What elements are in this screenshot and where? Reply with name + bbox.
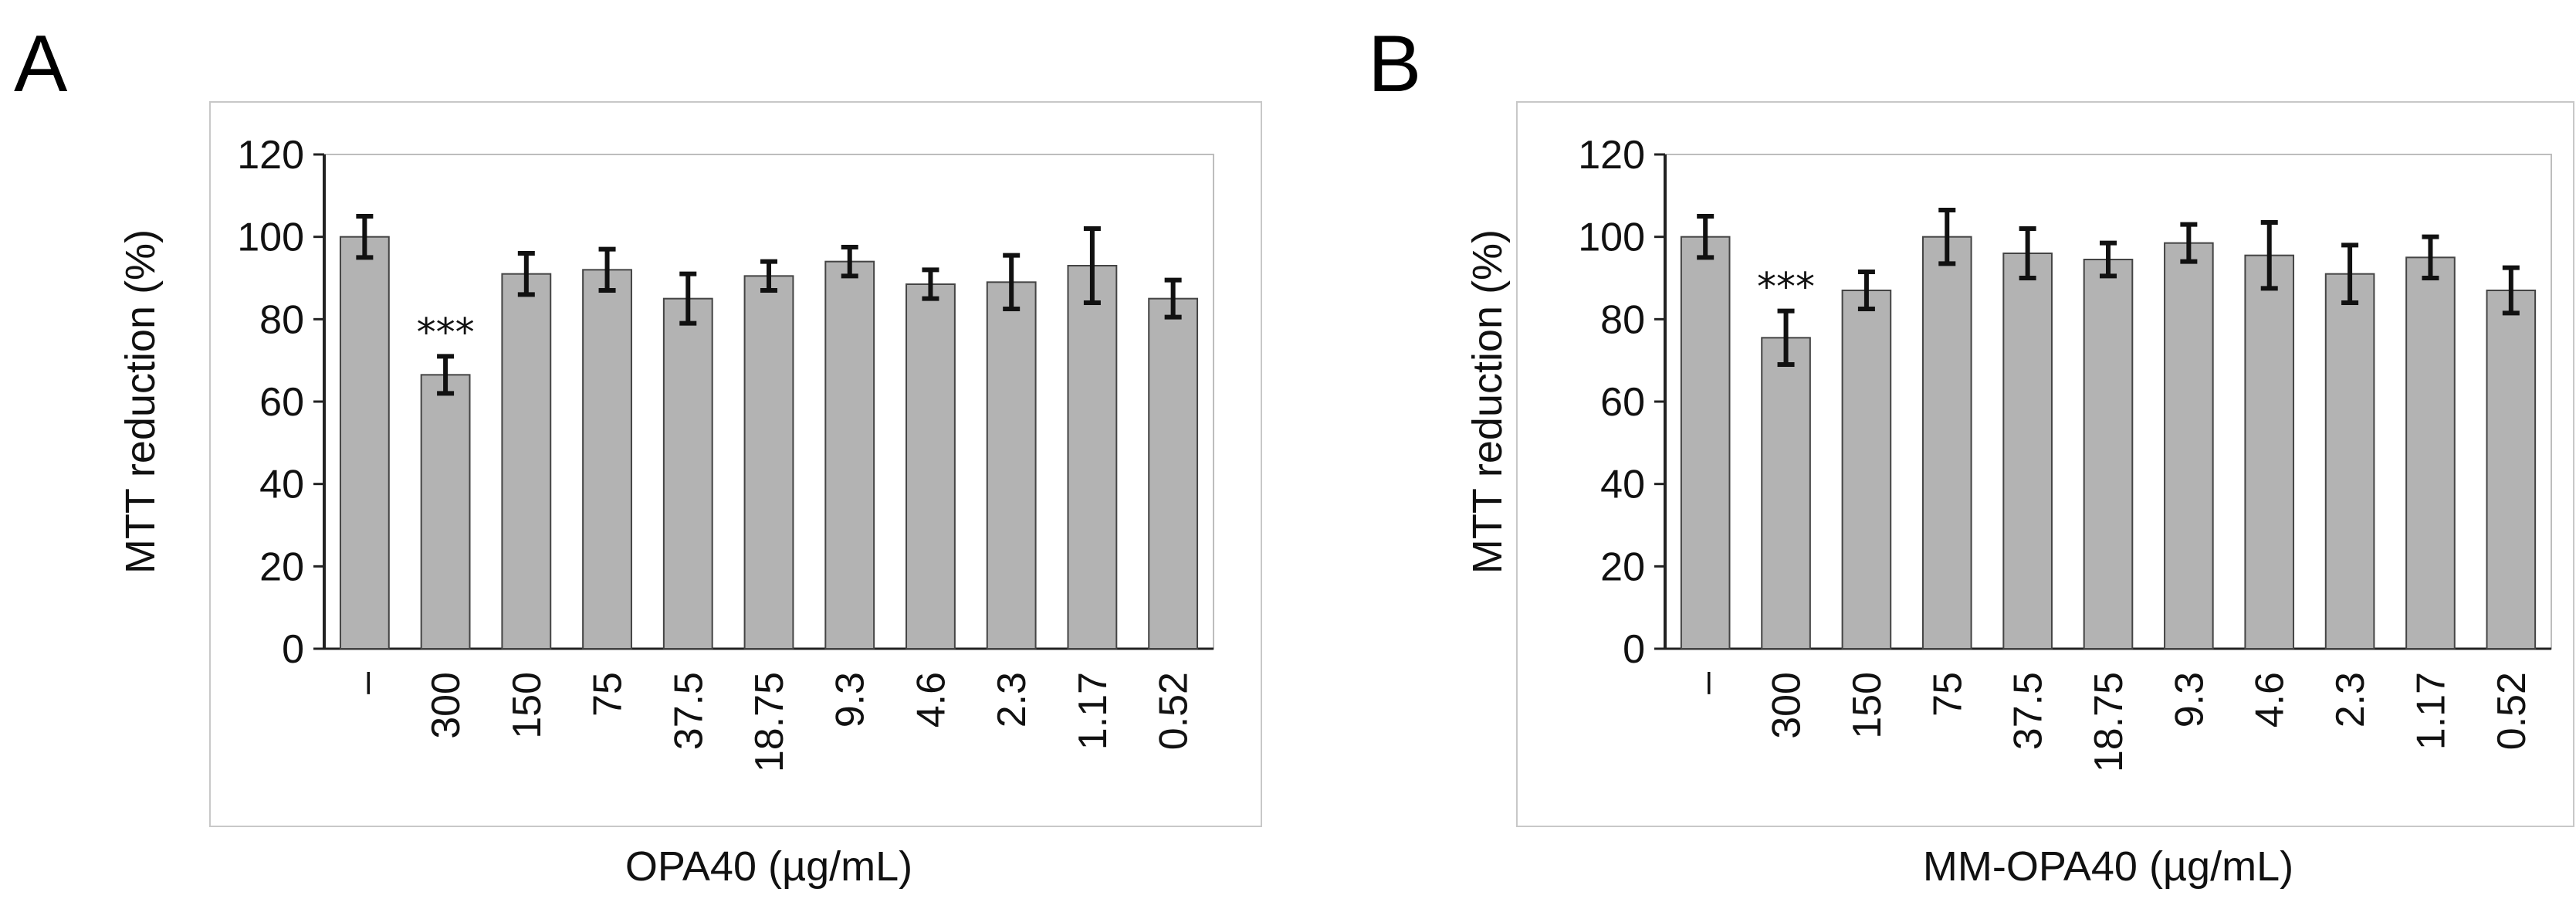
significance-marker: *** bbox=[417, 310, 475, 354]
x-tick-label: – bbox=[1684, 672, 1728, 694]
significance-marker: *** bbox=[1757, 265, 1815, 310]
x-tick-label: 1.17 bbox=[2408, 672, 2453, 750]
bar bbox=[501, 273, 552, 650]
x-axis-label: MM-OPA40 (µg/mL) bbox=[1923, 843, 2293, 890]
y-tick-label: 80 bbox=[1600, 297, 1645, 342]
x-tick-label: 18.75 bbox=[2087, 672, 2131, 772]
bar bbox=[1148, 297, 1199, 650]
x-tick-label: 150 bbox=[1845, 672, 1890, 739]
bar bbox=[986, 281, 1037, 650]
bar bbox=[2002, 253, 2053, 650]
y-tick-label: 120 bbox=[1578, 133, 1645, 178]
bar bbox=[1067, 265, 1118, 650]
x-tick-label: 0.52 bbox=[2490, 672, 2534, 750]
y-tick-label: 80 bbox=[259, 297, 304, 342]
bar bbox=[2244, 254, 2295, 650]
y-tick-label: 0 bbox=[282, 627, 304, 672]
x-tick-label: 4.6 bbox=[2248, 672, 2293, 728]
x-tick-label: 75 bbox=[586, 672, 631, 717]
bar bbox=[420, 374, 471, 650]
y-tick-label: 40 bbox=[1600, 463, 1645, 507]
y-axis-label: MTT reduction (%) bbox=[1464, 229, 1511, 574]
bar bbox=[1841, 290, 1892, 650]
y-tick-label: 100 bbox=[1578, 215, 1645, 260]
x-tick-label: 9.3 bbox=[828, 672, 873, 728]
x-axis-label: OPA40 (µg/mL) bbox=[625, 843, 912, 890]
x-tick-label: 300 bbox=[424, 672, 469, 739]
bar bbox=[339, 236, 390, 650]
x-tick-label: 0.52 bbox=[1152, 672, 1197, 750]
bar bbox=[2324, 273, 2375, 650]
bar bbox=[662, 297, 713, 650]
x-tick-label: 18.75 bbox=[747, 672, 792, 772]
x-tick-label: 37.5 bbox=[666, 672, 711, 750]
y-axis-label: MTT reduction (%) bbox=[117, 229, 164, 574]
x-tick-label: 1.17 bbox=[1071, 672, 1115, 750]
panel-letter: B bbox=[1368, 19, 1421, 109]
y-tick-label: 100 bbox=[237, 215, 304, 260]
y-tick-label: 20 bbox=[1600, 544, 1645, 589]
bar bbox=[2083, 259, 2134, 650]
panel-letter: A bbox=[14, 19, 68, 109]
bar bbox=[824, 260, 875, 650]
panel-b: B 0 20 40 60 80 100 120 MTT reduction (%) – 300 150… bbox=[1368, 19, 2574, 890]
x-tick-label: – bbox=[343, 672, 388, 694]
bar bbox=[1761, 337, 1811, 650]
x-tick-label: 2.3 bbox=[990, 672, 1034, 728]
x-tick-label: 4.6 bbox=[909, 672, 953, 728]
bar bbox=[743, 275, 794, 650]
x-tick-label: 2.3 bbox=[2328, 672, 2373, 728]
y-tick-label: 60 bbox=[259, 380, 304, 425]
y-tick-label: 60 bbox=[1600, 380, 1645, 425]
y-tick-label: 120 bbox=[237, 133, 304, 178]
x-tick-label: 150 bbox=[505, 672, 550, 739]
bar bbox=[2405, 256, 2456, 650]
x-tick-label: 75 bbox=[1925, 672, 1970, 717]
bar bbox=[2164, 242, 2214, 650]
bar bbox=[1680, 236, 1731, 650]
y-tick-label: 40 bbox=[259, 463, 304, 507]
y-tick-label: 20 bbox=[259, 544, 304, 589]
chart-area-frame bbox=[209, 101, 1262, 827]
bar bbox=[582, 269, 632, 650]
x-tick-label: 37.5 bbox=[2006, 672, 2051, 750]
bar bbox=[1921, 236, 1972, 650]
panel-a: A 0 20 40 60 80 100 120 MTT reduction (%) – 300 150… bbox=[14, 19, 1262, 890]
bar bbox=[2486, 290, 2537, 650]
bar bbox=[905, 283, 956, 650]
x-tick-label: 300 bbox=[1765, 672, 1809, 739]
chart-area-frame bbox=[1516, 101, 2574, 827]
y-tick-label: 0 bbox=[1623, 627, 1645, 672]
x-tick-label: 9.3 bbox=[2167, 672, 2212, 728]
